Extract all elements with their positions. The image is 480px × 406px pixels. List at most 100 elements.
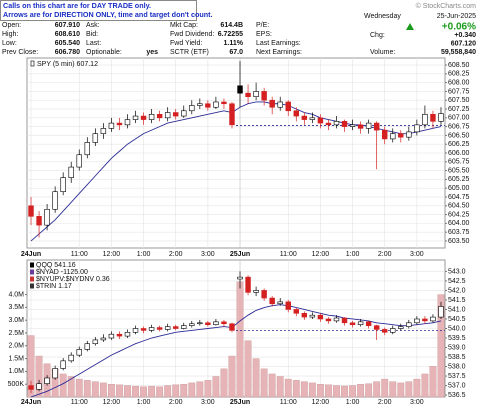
y-tick-label: 604.00 xyxy=(448,220,470,227)
candle-body xyxy=(213,101,219,108)
chart-title: SPY (5 min) 607.12 xyxy=(37,61,98,68)
y-tick-label: 608.50 xyxy=(448,62,470,69)
field-label: High: xyxy=(2,31,18,38)
candle-body xyxy=(116,122,123,126)
candle-body xyxy=(341,121,348,127)
notice-line: Arrows are for DIRECTION ONLY, time and … xyxy=(3,10,213,19)
field-value: 67.0 xyxy=(229,49,243,56)
candle-body xyxy=(52,191,58,210)
y-tick-label: 607.25 xyxy=(448,106,470,113)
y-tick-label: 606.25 xyxy=(448,141,470,148)
candle-body xyxy=(333,317,340,322)
y-tick-label: 603.50 xyxy=(448,238,470,245)
candle-body xyxy=(116,333,123,337)
volume-bar xyxy=(381,378,389,398)
legend-entry: $TRIN 1.17 xyxy=(36,283,72,290)
volume-bar xyxy=(236,281,244,398)
volume-bar xyxy=(35,355,43,398)
candle-body xyxy=(357,321,364,325)
candle-body xyxy=(229,323,235,331)
candle-body xyxy=(301,115,308,120)
x-tick-label: 11:00 xyxy=(71,251,88,258)
candle-body xyxy=(76,349,82,356)
volume-bar xyxy=(124,385,131,398)
y2-tick-label: 3.5M xyxy=(8,304,24,311)
volume-bar xyxy=(421,373,429,398)
volume-bar xyxy=(156,386,164,398)
x-tick-label: 3:00 xyxy=(410,251,424,258)
field-label: EPS: xyxy=(256,31,272,38)
volume-bar xyxy=(83,380,91,398)
candle-body xyxy=(124,119,131,126)
volume-bar xyxy=(389,381,397,398)
y-tick-label: 604.25 xyxy=(448,211,470,218)
candle-body xyxy=(36,383,42,390)
candle-body xyxy=(221,101,227,105)
moving-average xyxy=(30,101,442,242)
candle-body xyxy=(398,326,404,329)
field-label: Fwd Yield: xyxy=(170,40,202,47)
x-tick-label: 12:00 xyxy=(103,399,121,406)
volume-bar xyxy=(300,381,308,398)
x-tick-label: 2:00 xyxy=(169,399,183,406)
candle-body xyxy=(253,290,259,293)
volume-bar xyxy=(413,378,421,398)
candle-body xyxy=(373,325,380,330)
y2-tick-label: 1.5M xyxy=(8,355,24,362)
volume-bar xyxy=(325,384,332,398)
notice-line: Calls on this chart are for DAY TRADE on… xyxy=(3,1,151,10)
candle-body xyxy=(269,99,275,108)
y-tick-label: 539.5 xyxy=(448,335,466,342)
candle-body xyxy=(365,122,372,129)
candle-body xyxy=(349,124,356,127)
y-tick-label: 537.5 xyxy=(448,373,466,380)
candle-body xyxy=(84,142,90,156)
candle-body xyxy=(68,166,74,178)
field-label: Last: xyxy=(86,40,101,47)
x-tick-label: 12:00 xyxy=(312,251,330,258)
candle-body xyxy=(100,337,107,341)
field-label: Last Earnings: xyxy=(256,40,301,47)
volume-bar xyxy=(212,376,220,398)
candle-body xyxy=(221,321,227,325)
title-icon xyxy=(30,60,35,67)
candle-body xyxy=(213,321,219,325)
y2-tick-label: 2.5M xyxy=(8,330,24,337)
candle-body xyxy=(181,110,187,117)
field-value: 607.120 xyxy=(451,40,476,47)
y-tick-label: 540.0 xyxy=(448,325,466,332)
y-tick-label: 607.00 xyxy=(448,115,470,122)
volume-bar xyxy=(429,366,437,398)
y-tick-label: 537.0 xyxy=(448,382,466,389)
x-tick-label: 2:00 xyxy=(378,399,392,406)
candle-body xyxy=(164,326,171,330)
volume-bar xyxy=(244,340,252,398)
candle-body xyxy=(181,325,187,329)
candle-body xyxy=(164,112,171,119)
field-value: +0.340 xyxy=(454,32,476,39)
candle-body xyxy=(390,328,396,333)
candle-body xyxy=(245,92,251,98)
y-tick-label: 541.5 xyxy=(448,297,466,304)
candle-body xyxy=(398,133,404,138)
candle-body xyxy=(100,128,107,134)
y-tick-label: 606.75 xyxy=(448,123,470,130)
moving-average xyxy=(30,304,442,398)
field-label: Chg: xyxy=(370,32,385,39)
volume-bar xyxy=(349,385,356,398)
candle-body xyxy=(148,113,155,120)
y-tick-label: 605.75 xyxy=(448,159,470,166)
candle-body xyxy=(293,110,299,117)
volume-bar xyxy=(148,386,156,398)
volume-bar xyxy=(67,376,75,398)
y-tick-label: 542.0 xyxy=(448,287,466,294)
y2-tick-label: 500K xyxy=(8,381,25,388)
candle-body xyxy=(301,312,308,318)
candle-body xyxy=(68,354,74,362)
candle-body xyxy=(156,113,163,119)
field-label: SCTR (ETF) xyxy=(170,49,209,56)
x-tick-label: 12:00 xyxy=(103,251,121,258)
field-value: yes xyxy=(146,49,158,56)
candle-body xyxy=(373,122,380,131)
candle-body xyxy=(60,360,66,369)
